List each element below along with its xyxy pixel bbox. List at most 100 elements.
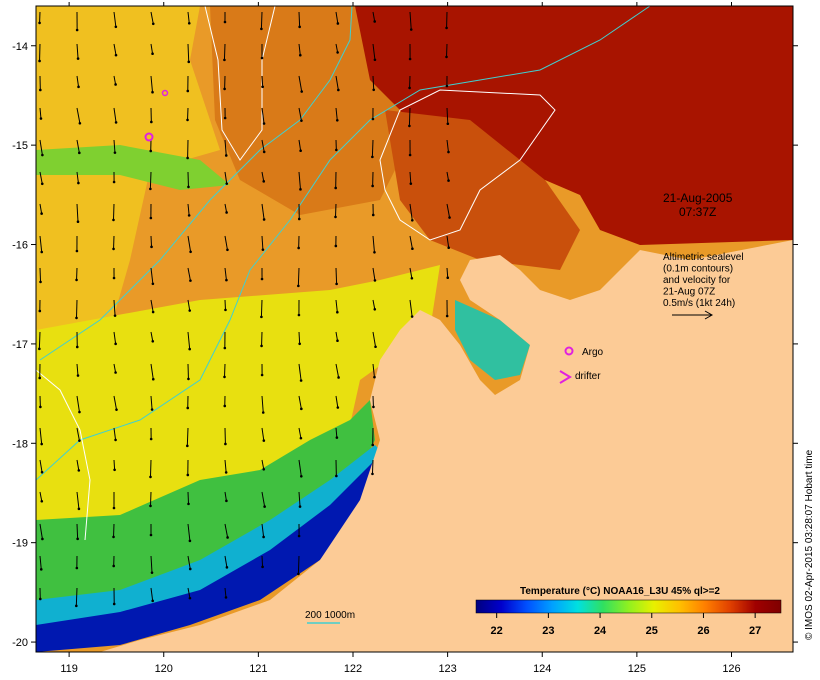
velocity-arrow-head [371,472,374,476]
velocity-arrow [298,395,302,409]
velocity-arrow [372,299,376,310]
velocity-arrow [113,395,118,410]
velocity-arrow-head [297,313,301,317]
velocity-arrow [39,139,43,156]
velocity-arrow [187,299,191,311]
velocity-arrow-head [261,85,264,89]
velocity-arrow [372,75,375,90]
velocity-arrow-head [186,118,189,122]
lon-tick-label: 123 [438,663,456,675]
velocity-arrow-head [187,502,190,506]
velocity-arrow-head [446,122,450,126]
velocity-arrow [76,139,80,153]
velocity-arrow-head [151,52,154,56]
velocity-arrow [298,107,302,121]
velocity-arrow [150,331,154,342]
lon-tick-label: 125 [628,663,646,675]
velocity-arrow-head [334,215,337,219]
velocity-arrow-head [335,436,339,439]
velocity-arrow-head [298,505,302,508]
velocity-arrow [224,267,227,281]
drifter-label: drifter [575,371,601,382]
velocity-arrow-head [187,214,191,217]
velocity-arrow-head [299,379,303,382]
velocity-arrow-head [112,602,116,606]
velocity-arrow-head [114,438,117,442]
velocity-arrow [298,427,302,439]
velocity-arrow [224,587,227,598]
velocity-arrow [76,75,80,87]
velocity-arrow-head [186,89,190,93]
argo-label: Argo [582,347,604,358]
velocity-arrow [187,267,191,281]
velocity-arrow-head [371,213,375,217]
velocity-arrow-head [373,279,377,282]
velocity-arrow [76,427,80,441]
velocity-arrow-head [374,345,377,349]
velocity-arrow-head [299,149,302,152]
velocity-arrow-head [75,316,78,320]
sst-inlet-cool [455,300,530,380]
velocity-arrow-head [298,25,301,29]
velocity-arrow-head [337,376,340,379]
velocity-arrow [446,235,450,248]
sealevel-contour-2 [204,6,276,161]
velocity-arrow [112,203,115,220]
velocity-arrow [76,43,79,59]
velocity-arrow-head [186,156,189,160]
velocity-arrow-head [188,539,192,543]
isobath-200m [39,6,353,361]
velocity-arrow-head [114,371,117,374]
velocity-arrow [261,139,265,153]
velocity-arrow [39,459,43,473]
velocity-arrow [371,139,374,157]
velocity-arrow-head [260,27,263,31]
velocity-arrow [113,43,117,56]
velocity-arrow-head [150,571,154,574]
velocity-arrow [223,43,226,60]
velocity-arrow [298,75,303,92]
sealevel-contour-3 [36,369,91,541]
velocity-arrow-head [408,124,411,128]
velocity-arrow-head [112,247,115,251]
velocity-arrow-head [223,404,227,408]
velocity-arrow [150,395,153,410]
velocity-arrow-head [223,116,227,120]
velocity-arrow-head [445,84,449,88]
velocity-arrow [76,523,79,539]
velocity-arrow-head [40,212,43,215]
velocity-arrow [261,395,264,413]
velocity-arrow-head [336,310,339,314]
velocity-arrow-head [336,51,339,54]
velocity-arrow-head [41,537,44,541]
velocity-arrow [298,43,301,56]
velocity-arrow-head [300,474,303,478]
velocity-arrow [446,267,449,278]
velocity-arrow [113,363,117,373]
velocity-arrow-head [262,180,266,183]
velocity-arrow-head [40,442,43,446]
lat-tick-label: -17 [12,339,28,351]
velocity-arrow-head [371,155,374,159]
velocity-arrow-head [373,58,377,62]
land-mass [100,240,793,652]
velocity-arrow [261,523,265,538]
velocity-arrow-head [76,374,80,377]
velocity-arrow [335,331,338,341]
velocity-arrow-head [335,148,338,152]
velocity-arrow-head [186,444,189,448]
velocity-arrow-head [300,90,304,93]
velocity-arrow [149,171,152,189]
velocity-arrow-head [75,28,79,32]
velocity-arrow [150,267,154,284]
velocity-arrow-head [39,568,43,571]
lon-tick-label: 122 [344,663,362,675]
velocity-arrow [261,171,265,182]
velocity-arrow-head [445,314,449,318]
velocity-arrow [76,395,80,413]
map-layers [36,6,793,652]
velocity-arrow [372,267,376,281]
sst-cold-band [36,455,388,652]
velocity-arrow [371,459,374,474]
velocity-arrow-head [113,314,117,317]
